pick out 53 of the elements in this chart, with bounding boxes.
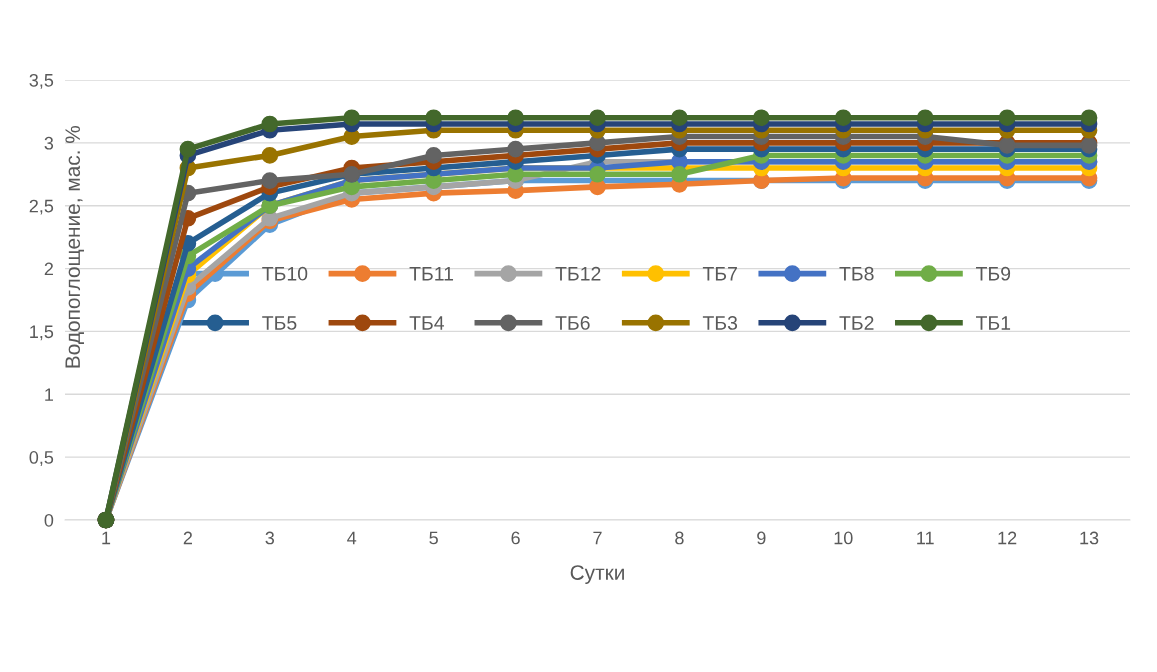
- y-tick-label: 0: [44, 513, 54, 527]
- legend-label: ТБ5: [262, 316, 297, 330]
- point: [671, 109, 688, 127]
- point: [998, 109, 1016, 127]
- point: [261, 147, 279, 164]
- x-tick-label: 13: [1080, 531, 1099, 545]
- point: [834, 109, 852, 127]
- point: [1080, 109, 1098, 127]
- x-tick-label: 7: [593, 531, 602, 545]
- point: [261, 115, 279, 133]
- legend-label: ТБ11: [409, 267, 454, 281]
- point: [261, 172, 279, 189]
- legend-label: ТБ8: [839, 266, 874, 281]
- point: [753, 109, 770, 127]
- x-tick-label: 8: [675, 531, 684, 545]
- legend-label: ТБ4: [409, 316, 445, 330]
- legend-label: ТБ6: [555, 316, 590, 330]
- x-tick-label: 5: [429, 531, 438, 545]
- legend-label: ТБ9: [976, 266, 1011, 281]
- legend-label: ТБ7: [702, 267, 737, 281]
- y-tick-label: 3,5: [29, 73, 54, 89]
- point: [343, 109, 361, 127]
- x-tick-label: 4: [347, 531, 357, 545]
- x-tick-label: 2: [183, 531, 192, 545]
- y-axis-title: Водопоглощение, мас. %: [65, 125, 84, 368]
- point: [671, 165, 688, 183]
- point: [507, 109, 524, 127]
- y-tick-label: 2,5: [29, 199, 54, 215]
- point: [425, 147, 442, 164]
- x-tick-label: 11: [917, 531, 934, 545]
- x-tick-label: 1: [102, 531, 111, 545]
- y-tick-label: 1: [45, 388, 54, 401]
- legend-label: ТБ12: [555, 266, 601, 281]
- y-tick-label: 2: [44, 262, 53, 276]
- x-tick-label: 6: [511, 531, 520, 545]
- y-tick-label: 3: [44, 136, 54, 150]
- point: [179, 140, 197, 158]
- point: [507, 140, 524, 158]
- x-tick-label: 3: [265, 531, 275, 545]
- x-tick-label: 9: [757, 531, 766, 545]
- point: [916, 109, 934, 127]
- point: [425, 109, 442, 127]
- x-axis-title: Сутки: [570, 565, 624, 585]
- y-tick-label: 1,5: [30, 325, 54, 341]
- legend-label: ТБ3: [702, 316, 738, 330]
- x-tick-label: 12: [998, 531, 1017, 545]
- point: [589, 109, 606, 127]
- point: [589, 165, 606, 183]
- legend-label: ТБ10: [262, 266, 308, 281]
- x-tick-label: 10: [834, 531, 853, 545]
- legend-label: ТБ2: [839, 316, 874, 330]
- legend-label: ТБ1: [976, 316, 1011, 330]
- y-tick-label: 0,5: [29, 451, 54, 466]
